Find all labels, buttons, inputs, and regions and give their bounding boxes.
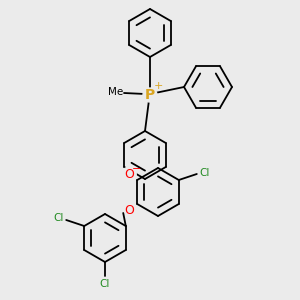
Text: Me: Me: [108, 87, 124, 97]
Text: Cl: Cl: [53, 213, 63, 223]
Text: +: +: [153, 81, 163, 91]
Circle shape: [122, 167, 136, 181]
Text: O: O: [124, 167, 134, 181]
Text: Cl: Cl: [200, 168, 210, 178]
Text: O: O: [124, 203, 134, 217]
Text: P: P: [145, 88, 155, 102]
Circle shape: [122, 203, 136, 217]
Text: −: −: [131, 164, 141, 174]
Circle shape: [143, 88, 157, 102]
Text: Cl: Cl: [100, 279, 110, 289]
